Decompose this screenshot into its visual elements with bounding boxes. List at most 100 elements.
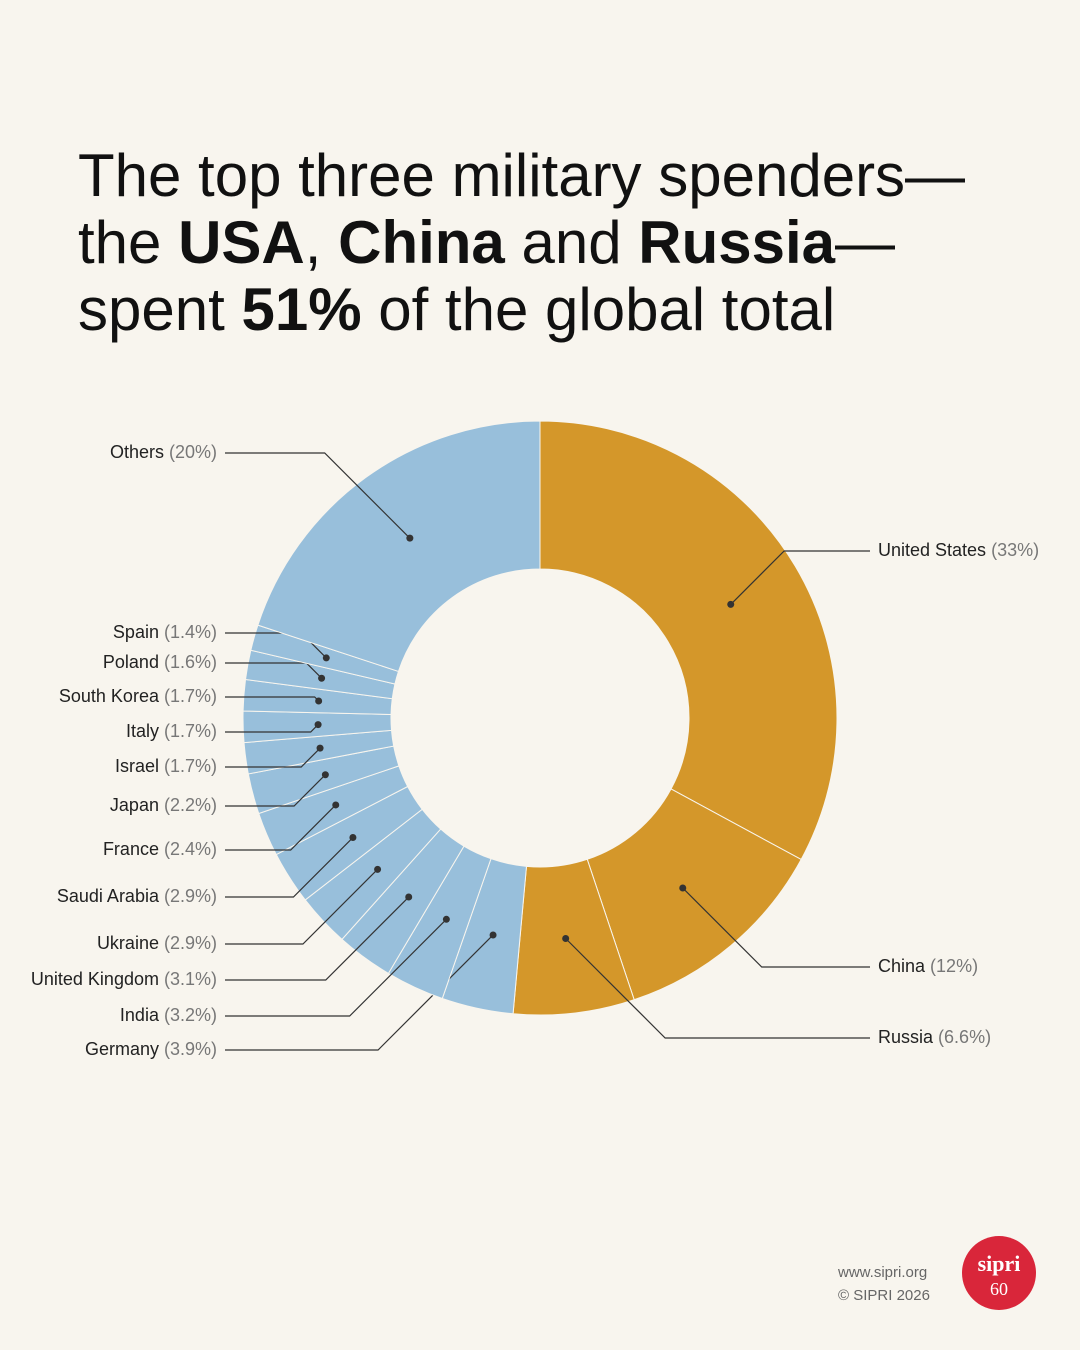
slice-label: South Korea (1.7%) [59,686,217,706]
leader-dot [679,884,687,892]
slice-label: Japan (2.2%) [110,795,217,815]
label-value: (20%) [169,442,217,462]
title-segment: , [304,209,339,276]
title-segment: The top three military spenders— [78,142,966,209]
slice-label: Saudi Arabia (2.9%) [57,886,217,906]
title-segment: China [338,209,505,276]
label-value: (2.4%) [164,839,217,859]
logo-years: 60 [990,1279,1008,1299]
label-name: Japan [110,795,159,815]
title-segment: of the global total [361,276,836,343]
label-value: (1.7%) [164,721,217,741]
slice [539,420,838,861]
leader-dot [562,935,570,943]
title-line: the USA, China and Russia— [78,209,965,276]
leader-dot [322,654,330,662]
title-line: The top three military spenders— [78,142,965,209]
label-name: Italy [126,721,159,741]
title-segment: Russia [638,209,835,276]
title-line: spent 51% of the global total [78,276,965,343]
title-segment: 51% [241,276,362,343]
leader-line [565,938,870,1039]
title-segment: the [78,209,179,276]
slice-label: United Kingdom (3.1%) [31,969,217,989]
leader-dot [321,771,329,779]
label-value: (1.7%) [164,756,217,776]
footer-url: www.sipri.org [837,1264,927,1281]
title-segment: spent [78,276,242,343]
leader-line [225,837,354,898]
leader-line [225,804,337,851]
footer-copyright: © SIPRI 2026 [838,1287,930,1304]
title-segment: and [504,209,639,276]
leader-line [225,934,494,1051]
label-name: Poland [103,652,159,672]
label-value: (3.2%) [164,1005,217,1025]
label-value: (2.9%) [164,933,217,953]
slice-label: Russia (6.6%) [878,1027,991,1047]
slice-label: Israel (1.7%) [115,756,217,776]
leader-dot [316,744,324,752]
label-name: Israel [115,756,159,776]
slice-label: United States (33%) [878,540,1039,560]
leader-dot [332,801,340,809]
leader-dot [314,721,322,729]
label-name: Ukraine [97,933,159,953]
slice-label: Poland (1.6%) [103,652,217,672]
leader-line [682,887,870,968]
slice-label: China (12%) [878,956,978,976]
leader-dot [318,674,326,682]
slice-label: Italy (1.7%) [126,721,217,741]
label-value: (1.4%) [164,622,217,642]
label-value: (1.6%) [164,652,217,672]
leader-line [225,747,321,768]
leader-dot [405,893,413,901]
label-name: China [878,956,926,976]
leader-line [225,774,326,807]
label-value: (3.1%) [164,969,217,989]
label-value: (6.6%) [938,1027,991,1047]
leader-line [225,896,410,981]
leader-line [225,452,411,539]
slice-label: Germany (3.9%) [85,1039,217,1059]
leader-line [225,868,379,945]
leader-dot [406,534,414,542]
label-name: South Korea [59,686,160,706]
slice-label: France (2.4%) [103,839,217,859]
slice [257,420,541,673]
label-value: (33%) [991,540,1039,560]
title-segment: — [835,209,895,276]
label-value: (2.2%) [164,795,217,815]
leader-dot [442,915,450,923]
leader-line [730,550,870,605]
label-name: France [103,839,159,859]
label-name: Saudi Arabia [57,886,160,906]
label-name: Spain [113,622,159,642]
label-name: United States [878,540,986,560]
leader-dot [374,865,382,873]
label-value: (2.9%) [164,886,217,906]
leader-dot [349,834,357,842]
label-value: (3.9%) [164,1039,217,1059]
title-segment: USA [178,209,305,276]
label-name: India [120,1005,160,1025]
label-name: Russia [878,1027,934,1047]
logo [962,1236,1036,1310]
slice-label: Others (20%) [110,442,217,462]
label-name: United Kingdom [31,969,159,989]
label-name: Germany [85,1039,159,1059]
leader-dot [727,600,735,608]
leader-line [225,918,447,1017]
label-value: (12%) [930,956,978,976]
slice-label: Spain (1.4%) [113,622,217,642]
leader-dot [489,931,497,939]
label-name: Others [110,442,164,462]
label-value: (1.7%) [164,686,217,706]
slice-label: India (3.2%) [120,1005,217,1025]
title: The top three military spenders— the USA,… [78,142,965,343]
slice-label: Ukraine (2.9%) [97,933,217,953]
logo-text: sipri [978,1251,1021,1276]
leader-dot [315,697,323,705]
